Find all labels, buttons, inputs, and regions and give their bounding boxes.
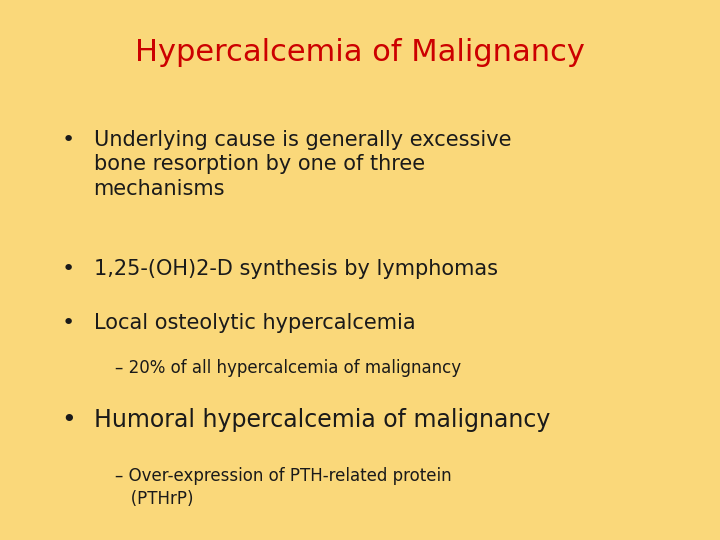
Text: – Over-expression of PTH-related protein
   (PTHrP): – Over-expression of PTH-related protein… [115, 467, 452, 508]
Text: •: • [61, 408, 76, 431]
Text: •: • [61, 130, 74, 150]
Text: •: • [61, 313, 74, 333]
Text: Hypercalcemia of Malignancy: Hypercalcemia of Malignancy [135, 38, 585, 67]
Text: Local osteolytic hypercalcemia: Local osteolytic hypercalcemia [94, 313, 415, 333]
Text: Humoral hypercalcemia of malignancy: Humoral hypercalcemia of malignancy [94, 408, 550, 431]
Text: •: • [61, 259, 74, 279]
Text: 1,25-(OH)2-D synthesis by lymphomas: 1,25-(OH)2-D synthesis by lymphomas [94, 259, 498, 279]
Text: – 20% of all hypercalcemia of malignancy: – 20% of all hypercalcemia of malignancy [115, 359, 462, 377]
Text: Underlying cause is generally excessive
bone resorption by one of three
mechanis: Underlying cause is generally excessive … [94, 130, 511, 199]
